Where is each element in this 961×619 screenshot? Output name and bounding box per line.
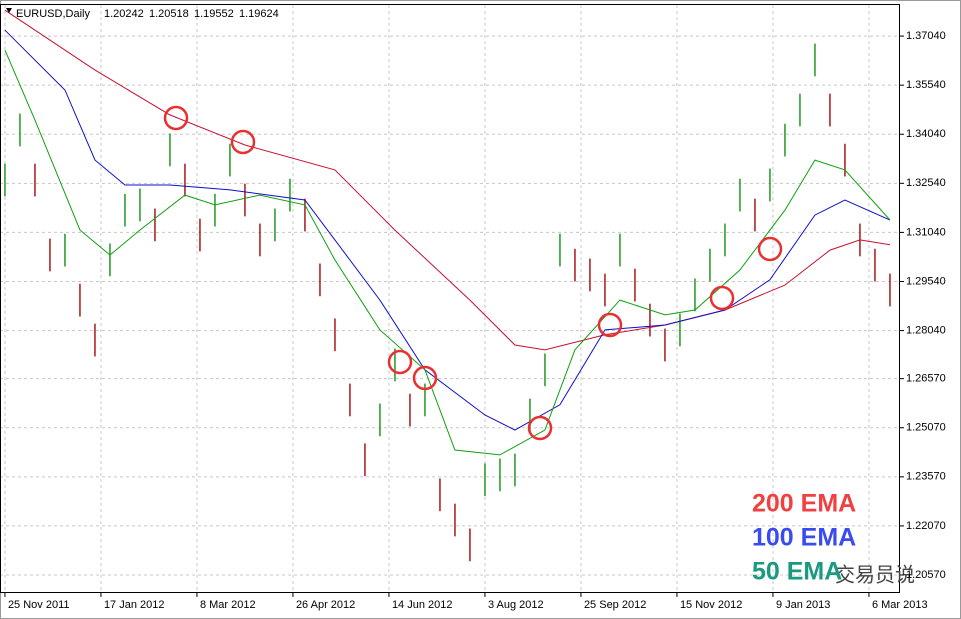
symbol: EURUSD,Daily — [16, 8, 90, 20]
circle — [163, 105, 189, 131]
quote: 1.20242 1.20518 1.19552 1.19624 — [104, 8, 279, 20]
plot-border — [0, 4, 900, 593]
ema-line — [4, 9, 891, 351]
y-tick-label: 1.22070 — [906, 520, 946, 532]
circle — [387, 349, 413, 375]
x-tick-label: 8 Mar 2012 — [200, 599, 256, 611]
legend-entry: 100 EMA — [752, 524, 856, 552]
ema-line — [4, 50, 891, 456]
x-tick-label: 25 Nov 2011 — [8, 599, 70, 611]
y-tick-label: 1.31040 — [906, 226, 946, 238]
legend-entry: 200 EMA — [752, 490, 856, 518]
y-tick-label: 1.35540 — [906, 79, 946, 91]
x-tick-label: 25 Sep 2012 — [584, 599, 646, 611]
circle — [709, 285, 735, 311]
quote-value: 1.19552 — [194, 8, 234, 20]
x-tick-label: 3 Aug 2012 — [488, 599, 544, 611]
circle — [412, 365, 438, 391]
y-tick-label: 1.32540 — [906, 177, 946, 189]
legend-entry: 50 EMA — [752, 558, 842, 586]
menu-arrow[interactable] — [6, 8, 12, 13]
y-tick-label: 1.20570 — [906, 569, 946, 581]
y-tick-label: 1.29540 — [906, 275, 946, 287]
circle — [597, 312, 623, 338]
ema-line — [4, 29, 891, 431]
annotations — [163, 105, 783, 441]
circle — [757, 236, 783, 262]
quote-value: 1.20518 — [149, 8, 189, 20]
x-tick-label: 9 Jan 2013 — [776, 599, 830, 611]
quote-value: 1.20242 — [104, 8, 144, 20]
y-tick-label: 1.34040 — [906, 128, 946, 140]
circle — [230, 129, 256, 155]
x-tick-label: 17 Jan 2012 — [104, 599, 165, 611]
x-tick-label: 15 Nov 2012 — [680, 599, 742, 611]
y-tick-label: 1.26570 — [906, 373, 946, 385]
y-tick-label: 1.37040 — [906, 30, 946, 42]
y-tick-label: 1.28040 — [906, 324, 946, 336]
plot-area — [0, 5, 900, 592]
quote-value: 1.19624 — [239, 8, 279, 20]
x-tick-label: 14 Jun 2012 — [392, 599, 453, 611]
x-tick-label: 26 Apr 2012 — [296, 599, 355, 611]
x-tick-label: 6 Mar 2013 — [872, 599, 928, 611]
y-tick-label: 1.25070 — [906, 422, 946, 434]
y-tick-label: 1.23570 — [906, 471, 946, 483]
circle — [527, 415, 553, 441]
watermark: 交易员说 — [835, 563, 915, 586]
